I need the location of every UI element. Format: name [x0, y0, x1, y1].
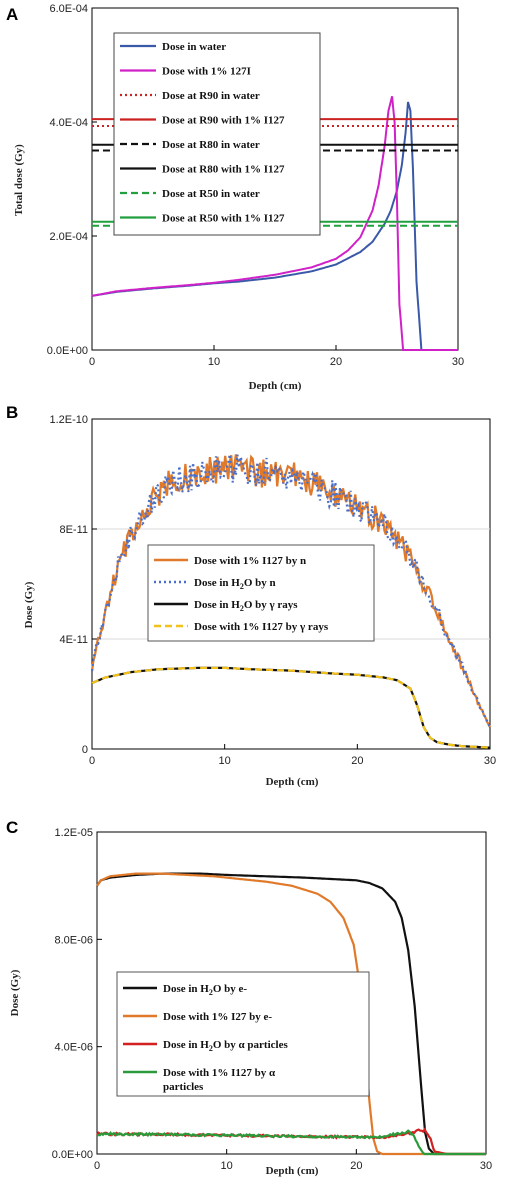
x-tick-label-b-2: 20 — [351, 755, 363, 767]
legend-label-c-0: Dose in H2O by e- — [163, 983, 247, 997]
panel-c-legend-box — [116, 971, 370, 1097]
legend-label-c-1: Dose with 1% I27 by e- — [163, 1011, 272, 1023]
x-tick-label-c-3: 30 — [480, 1160, 492, 1172]
panel-b-series — [90, 452, 491, 749]
y-tick-label-b-2: 8E-11 — [59, 524, 88, 536]
y-tick-label-c-2: 8.0E-06 — [54, 934, 93, 946]
panel-c-legend-entries: Dose in H2O by e- Dose with 1% I27 by e- D… — [123, 983, 288, 1093]
panel-c-letter: C — [6, 818, 18, 837]
legend-label-c-3: Dose with 1% I127 by α — [163, 1067, 276, 1079]
x-tick-label-a-2: 20 — [330, 356, 342, 368]
series-line-a-1 — [91, 96, 458, 351]
panel-a-ticks: 0 10 20 30 0.0E+00 2.0E-04 4.0E-04 6.0E-04 — [47, 3, 464, 368]
legend-label-b-2: Dose in H2O by γ rays — [194, 599, 298, 613]
panel-b-legend: Dose with 1% I127 by n Dose in H2O by n Do… — [147, 544, 375, 642]
panel-c-legend: Dose in H2O by e- Dose with 1% I27 by e- D… — [116, 971, 370, 1097]
x-tick-label-c-1: 10 — [221, 1160, 233, 1172]
y-tick-label-a-2: 4.0E-04 — [49, 117, 88, 129]
panel-c-xlabel: Depth (cm) — [266, 1165, 319, 1177]
legend-label-a-1: Dose with 1% 127I — [162, 66, 251, 78]
panel-a-xlabel: Depth (cm) — [249, 380, 302, 392]
x-tick-label-c-2: 20 — [350, 1160, 362, 1172]
panel-b-ticks: 0 10 20 30 0 4E-11 8E-11 1.2E-10 — [49, 414, 496, 767]
y-tick-label-b-1: 4E-11 — [59, 634, 88, 646]
panel-c-series — [96, 872, 486, 1156]
x-tick-label-a-3: 30 — [452, 356, 464, 368]
panel-a: A 0 10 20 30 0.0E+00 2.0E-04 4.0E-04 6.0E-04 To… — [6, 3, 464, 392]
panel-a-legend-box — [113, 32, 321, 236]
legend-label-a-2: Dose at R90 in water — [162, 90, 260, 102]
y-tick-label-c-3: 1.2E-05 — [54, 827, 93, 839]
legend-label-a-4: Dose at R80 in water — [162, 139, 260, 151]
panel-b-ylabel: Dose (Gy) — [23, 581, 35, 628]
x-tick-label-b-1: 10 — [219, 755, 231, 767]
y-tick-label-a-3: 6.0E-04 — [49, 3, 88, 15]
panel-b-xlabel: Depth (cm) — [266, 776, 319, 788]
panel-c-ticks: 0 10 20 30 0.0E+00 4.0E-06 8.0E-06 1.2E-05 — [52, 827, 492, 1172]
legend-label-cont-c-3: particles — [163, 1081, 204, 1093]
legend-label-a-0: Dose in water — [162, 41, 226, 53]
legend-label-b-1: Dose in H2O by n — [194, 577, 276, 591]
y-tick-label-b-3: 1.2E-10 — [49, 414, 88, 426]
legend-label-c-2: Dose in H2O by α particles — [163, 1039, 288, 1053]
series-line-c-3 — [97, 1129, 486, 1156]
panel-c-ylabel: Dose (Gy) — [9, 969, 21, 1016]
x-tick-label-b-3: 30 — [484, 755, 496, 767]
panel-b-letter: B — [6, 403, 18, 422]
y-tick-label-b-0: 0 — [82, 744, 88, 756]
panel-b: B 0 10 20 30 0 4E-11 8E-11 1.2E-10 Dose (Gy) De… — [6, 403, 496, 788]
panel-b-legend-entries: Dose with 1% I127 by n Dose in H2O by n Do… — [154, 555, 329, 633]
panel-a-ylabel: Total dose (Gy) — [13, 144, 25, 216]
series-line-b-1 — [90, 452, 491, 728]
legend-label-a-3: Dose at R90 with 1% I127 — [162, 115, 285, 127]
legend-label-a-7: Dose at R50 with 1% I127 — [162, 213, 285, 225]
legend-label-a-6: Dose at R50 in water — [162, 188, 260, 200]
y-tick-label-c-1: 4.0E-06 — [54, 1042, 93, 1054]
x-tick-label-a-0: 0 — [89, 356, 95, 368]
x-tick-label-c-0: 0 — [94, 1160, 100, 1172]
y-tick-label-a-0: 0.0E+00 — [47, 345, 88, 357]
panel-c: C 0 10 20 30 0.0E+00 4.0E-06 8.0E-06 1.2E-05 Do… — [6, 818, 492, 1177]
panel-a-letter: A — [6, 5, 18, 24]
panel-a-legend: Dose in water Dose with 1% 127I Dose at R9… — [113, 32, 321, 236]
legend-label-a-5: Dose at R80 with 1% I127 — [162, 164, 285, 176]
panel-a-legend-entries: Dose in water Dose with 1% 127I Dose at R9… — [120, 41, 285, 225]
y-tick-label-c-0: 0.0E+00 — [52, 1149, 93, 1161]
legend-label-b-0: Dose with 1% I127 by n — [194, 555, 306, 567]
x-tick-label-b-0: 0 — [89, 755, 95, 767]
x-tick-label-a-1: 10 — [208, 356, 220, 368]
series-line-c-1 — [96, 872, 486, 1156]
y-tick-label-a-1: 2.0E-04 — [49, 231, 88, 243]
series-line-b-3 — [91, 666, 490, 749]
legend-label-b-3: Dose with 1% I127 by γ rays — [194, 621, 329, 633]
